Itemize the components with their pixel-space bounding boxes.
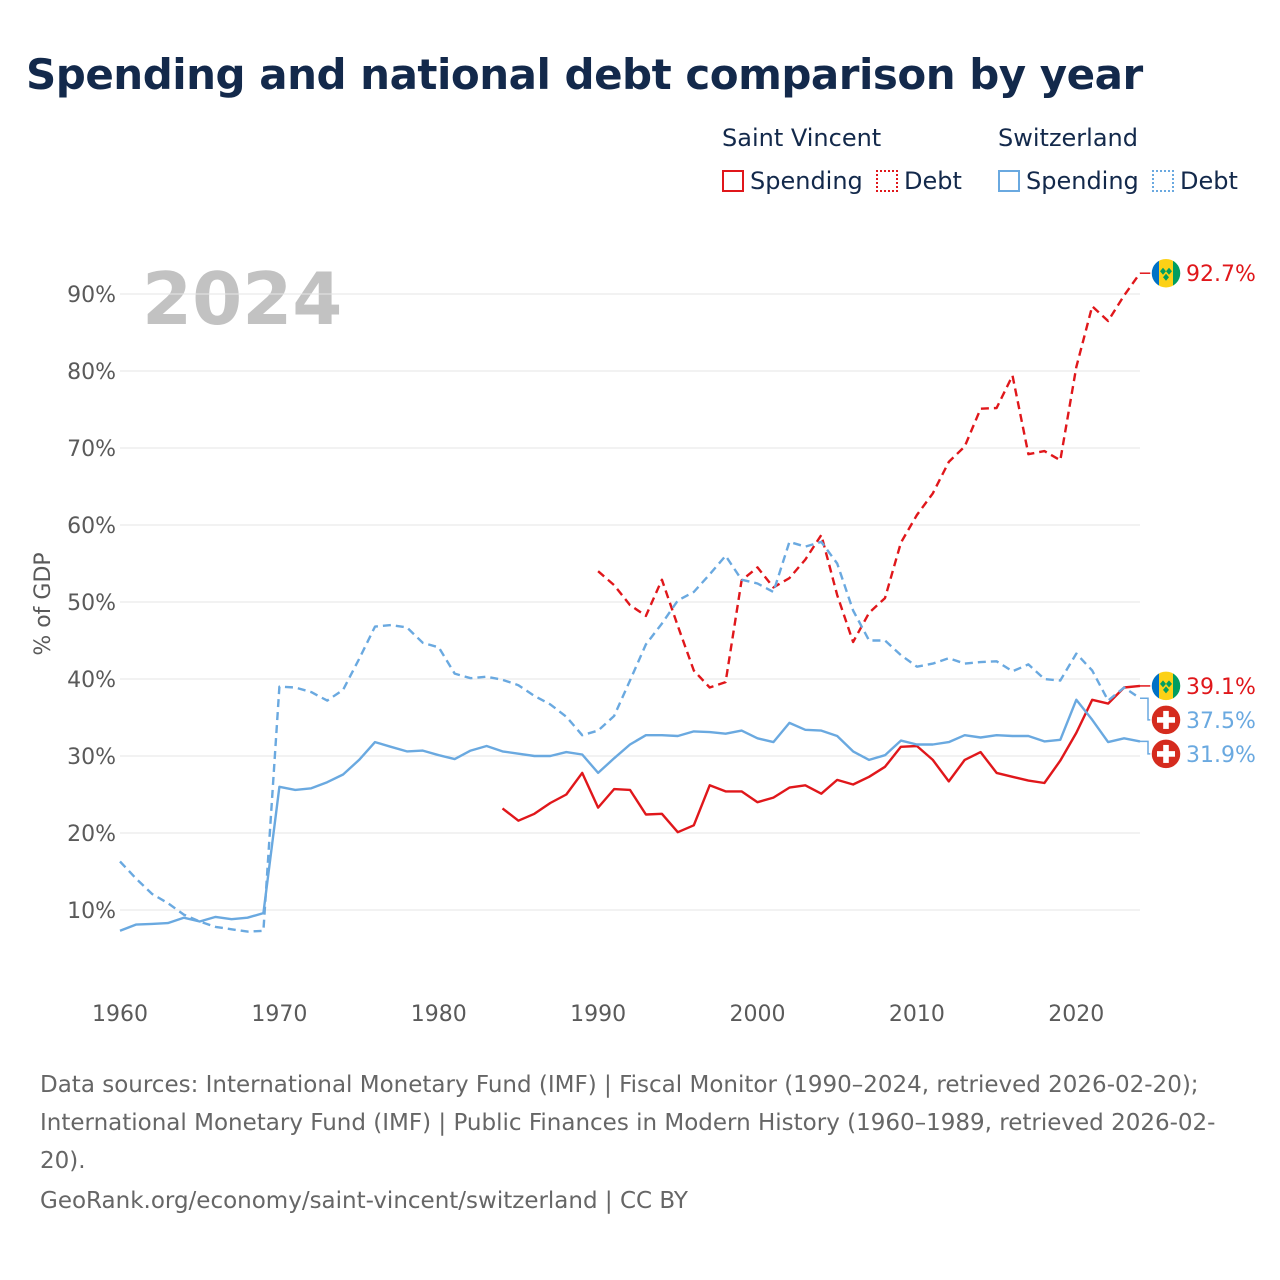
year-stamp: 2024 bbox=[142, 257, 342, 341]
switzerland-flag-icon bbox=[1150, 738, 1182, 770]
saint-vincent-flag-icon bbox=[1150, 670, 1182, 702]
series-line-switzerland-debt bbox=[119, 540, 1141, 933]
series-lines bbox=[119, 272, 1141, 933]
end-value-label: 39.1% bbox=[1186, 675, 1256, 700]
end-value-label: 37.5% bbox=[1186, 709, 1256, 734]
legend-item-switzerland-spending[interactable]: Spending bbox=[998, 166, 1139, 196]
saint-vincent-flag-icon bbox=[1150, 257, 1182, 289]
legend-label: Debt bbox=[904, 167, 962, 195]
line-chart: 2024 % of GDP 10% 20% 30% 40% 50% 60% 70% 80% 90… bbox=[31, 257, 1256, 1027]
y-tick-label: 30% bbox=[67, 745, 116, 770]
y-tick-label: 80% bbox=[67, 360, 116, 385]
y-axis-ticks: 10% 20% 30% 40% 50% 60% 70% 80% 90% bbox=[67, 283, 116, 924]
x-tick-label: 1980 bbox=[411, 1002, 467, 1027]
y-tick-label: 10% bbox=[67, 899, 116, 924]
x-tick-label: 1990 bbox=[570, 1002, 626, 1027]
end-markers: 92.7% 39.1% 37.5% 31.9% bbox=[1140, 257, 1256, 770]
legend-item-saint-vincent-debt[interactable]: Debt bbox=[876, 166, 962, 196]
y-tick-label: 20% bbox=[67, 822, 116, 847]
series-line-switzerland-spending bbox=[119, 698, 1141, 932]
x-tick-label: 1970 bbox=[251, 1002, 307, 1027]
x-axis-ticks: 1960 1970 1980 1990 2000 2010 2020 bbox=[92, 1002, 1104, 1027]
legend-group-switzerland: Switzerland bbox=[998, 124, 1138, 152]
legend-item-switzerland-debt[interactable]: Debt bbox=[1152, 166, 1238, 196]
legend-label: Debt bbox=[1180, 167, 1238, 195]
legend-label: Spending bbox=[750, 167, 863, 195]
footer-sources: Data sources: International Monetary Fun… bbox=[40, 1072, 1216, 1174]
footer-credit[interactable]: GeoRank.org/economy/saint-vincent/switze… bbox=[40, 1188, 688, 1214]
x-tick-label: 2010 bbox=[889, 1002, 945, 1027]
y-tick-label: 60% bbox=[67, 514, 116, 539]
legend-item-saint-vincent-spending[interactable]: Spending bbox=[722, 166, 863, 196]
end-value-label: 92.7% bbox=[1186, 262, 1256, 287]
y-axis-label: % of GDP bbox=[31, 552, 56, 655]
x-tick-label: 2000 bbox=[730, 1002, 786, 1027]
legend-swatch-dotted-blue bbox=[1152, 170, 1174, 192]
legend-swatch-solid-blue bbox=[998, 170, 1020, 192]
end-value-label: 31.9% bbox=[1186, 743, 1256, 768]
legend-group-saint-vincent: Saint Vincent bbox=[722, 124, 882, 152]
switzerland-flag-icon bbox=[1150, 704, 1182, 736]
series-line-saint-vincent-debt bbox=[597, 272, 1141, 689]
y-tick-label: 70% bbox=[67, 437, 116, 462]
x-tick-label: 1960 bbox=[92, 1002, 148, 1027]
y-tick-label: 90% bbox=[67, 283, 116, 308]
legend-label: Spending bbox=[1026, 167, 1139, 195]
y-tick-label: 40% bbox=[67, 668, 116, 693]
legend-swatch-solid-red bbox=[722, 170, 744, 192]
chart-title: Spending and national debt comparison by… bbox=[26, 50, 1143, 99]
x-tick-label: 2020 bbox=[1048, 1002, 1104, 1027]
gridlines bbox=[120, 293, 1140, 911]
series-line-saint-vincent-spending bbox=[501, 684, 1141, 834]
legend-swatch-dotted-red bbox=[876, 170, 898, 192]
y-tick-label: 50% bbox=[67, 591, 116, 616]
